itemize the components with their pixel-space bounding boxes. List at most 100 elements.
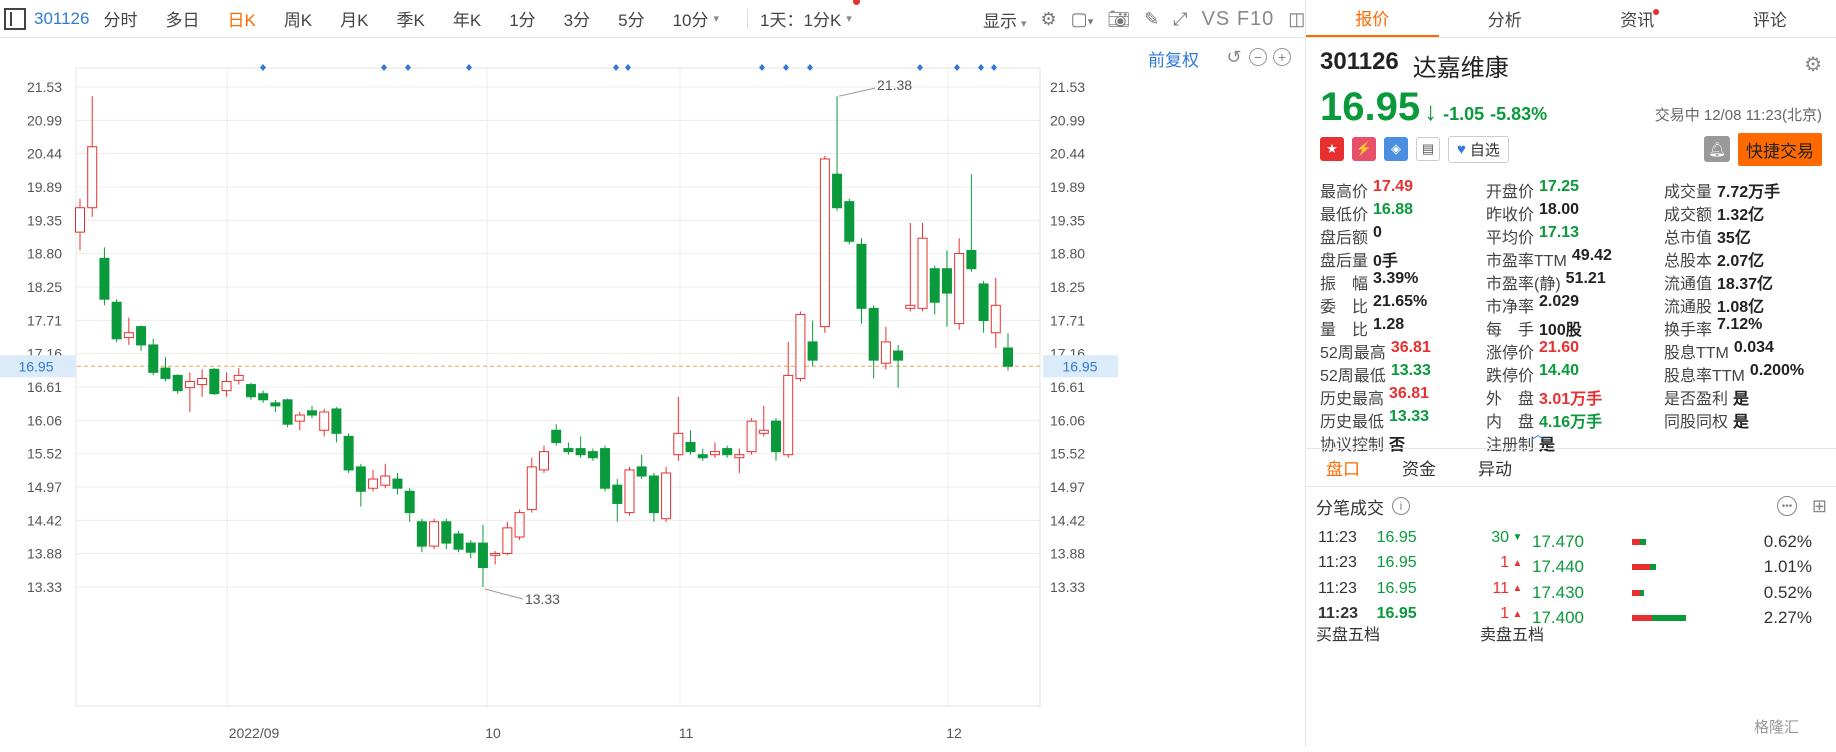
- tab-quarterly-k[interactable]: 季K: [397, 6, 425, 31]
- candle-down: [686, 442, 695, 451]
- quote-cell: 市盈率(静)51.21: [1486, 270, 1664, 294]
- candle-up: [796, 314, 805, 378]
- menu-icon[interactable]: [4, 8, 26, 30]
- quote-value: 35亿: [1717, 224, 1751, 248]
- settings-gear-icon[interactable]: ⚙: [1041, 9, 1057, 30]
- ask-depth-label: 卖盘五档: [1480, 621, 1544, 645]
- y-tick-label-right: 18.80: [1050, 246, 1085, 262]
- vs-f10-button[interactable]: VS F10: [1202, 8, 1275, 31]
- quote-value: 17.13: [1539, 224, 1579, 248]
- tab-3min[interactable]: 3分: [564, 6, 590, 31]
- stock-name: 达嘉维康: [1413, 48, 1509, 83]
- current-price-label: 16.95: [1062, 358, 1097, 374]
- level-pct: 0.52%: [1692, 583, 1812, 603]
- level-bar: [1632, 564, 1692, 570]
- candle-up: [503, 528, 512, 554]
- trade-price: 16.95: [1377, 580, 1472, 598]
- candle-down: [894, 351, 903, 360]
- y-tick-label-left: 19.89: [27, 179, 62, 195]
- candle-down: [930, 269, 939, 303]
- quote-value: 2.07亿: [1717, 247, 1764, 271]
- gear-icon[interactable]: ⚙: [1804, 52, 1822, 77]
- add-watchlist-button[interactable]: ♥自选: [1448, 136, 1509, 163]
- tab-daily-k[interactable]: 日K: [227, 6, 255, 31]
- tab-comments[interactable]: 评论: [1704, 0, 1836, 37]
- candle-down: [576, 449, 585, 455]
- chevron-down-icon: ▾: [846, 12, 852, 25]
- event-marker: [783, 64, 789, 71]
- tab-quote[interactable]: 报价: [1306, 0, 1439, 37]
- tab-orderbook[interactable]: 盘口: [1326, 455, 1360, 480]
- period-dropdown[interactable]: 1天：1分K▾: [760, 6, 852, 31]
- trade-qty: 30: [1471, 529, 1509, 547]
- reset-icon[interactable]: ↺: [1225, 48, 1243, 66]
- quote-tabs: 报价 分析 资讯 评论: [1306, 0, 1836, 38]
- candle-up: [955, 253, 964, 323]
- fast-trade-button[interactable]: 快捷交易: [1738, 133, 1822, 166]
- tab-news[interactable]: 资讯: [1571, 0, 1704, 37]
- tab-unusual[interactable]: 异动: [1478, 455, 1512, 480]
- zoom-out-icon[interactable]: −: [1249, 48, 1267, 66]
- tab-monthly-k[interactable]: 月K: [340, 6, 368, 31]
- minute-dropdown[interactable]: 10分▾: [673, 6, 719, 31]
- tab-yearly-k[interactable]: 年K: [453, 6, 481, 31]
- candle-down: [613, 485, 622, 503]
- document-icon[interactable]: ▤: [1416, 137, 1440, 161]
- triangle-up-icon: ▲: [1509, 558, 1526, 569]
- arrow-down-icon: ↓: [1424, 96, 1437, 127]
- low-annotation-line: [485, 589, 523, 599]
- quote-value: 3.01万手: [1539, 385, 1602, 409]
- collapse-icon[interactable]: ︿: [1531, 424, 1545, 444]
- panel-toggle-icon[interactable]: ◫: [1288, 9, 1305, 30]
- level-pct: 0.62%: [1692, 532, 1812, 552]
- candle-down: [649, 476, 658, 513]
- pen-icon[interactable]: ✎: [1144, 9, 1159, 30]
- info-icon[interactable]: i: [1392, 497, 1410, 515]
- level-pct: 2.27%: [1692, 608, 1812, 628]
- candle-down: [356, 467, 365, 491]
- bell-icon[interactable]: 🔔︎: [1704, 136, 1730, 162]
- candle-down: [967, 250, 976, 268]
- candle-up: [710, 452, 719, 455]
- grid-icon[interactable]: ⊞: [1812, 496, 1827, 517]
- candle-up: [491, 553, 500, 555]
- display-dropdown[interactable]: 显示▾: [983, 7, 1027, 32]
- tab-5min[interactable]: 5分: [618, 6, 644, 31]
- margin-icon: ⚡: [1352, 137, 1376, 161]
- zoom-in-icon[interactable]: +: [1273, 48, 1291, 66]
- candle-down: [979, 284, 988, 321]
- tab-analysis[interactable]: 分析: [1439, 0, 1572, 37]
- y-tick-label-right: 19.35: [1050, 212, 1085, 228]
- quote-value: 1.08亿: [1717, 293, 1764, 317]
- y-tick-label-right: 17.71: [1050, 312, 1085, 328]
- event-marker: [978, 64, 984, 71]
- tab-timeshare[interactable]: 分时: [103, 6, 137, 31]
- tab-weekly-k[interactable]: 周K: [284, 6, 312, 31]
- tab-multiday[interactable]: 多日: [165, 6, 199, 31]
- square-select-icon[interactable]: ▢▾: [1071, 9, 1094, 30]
- quote-value: 0手: [1373, 247, 1398, 271]
- candle-down: [271, 403, 280, 406]
- camera-icon[interactable]: 📷︎: [1107, 9, 1130, 30]
- chart-tools: 显示▾ ⚙ ▢▾ 📷︎ ✎ ⤢ VS F10 ◫: [983, 0, 1305, 38]
- candle-down: [1004, 348, 1013, 366]
- quote-value: 51.21: [1566, 270, 1606, 294]
- tab-1min[interactable]: 1分: [509, 6, 535, 31]
- event-marker: [954, 64, 960, 71]
- candle-up: [234, 375, 243, 380]
- adjust-mode-button[interactable]: 前复权: [1148, 46, 1199, 71]
- fullscreen-icon[interactable]: ⤢: [1173, 9, 1187, 30]
- tab-funds[interactable]: 资金: [1402, 455, 1436, 480]
- stock-code[interactable]: 301126: [34, 9, 89, 29]
- more-icon[interactable]: •••: [1777, 496, 1797, 516]
- candle-up: [881, 342, 890, 363]
